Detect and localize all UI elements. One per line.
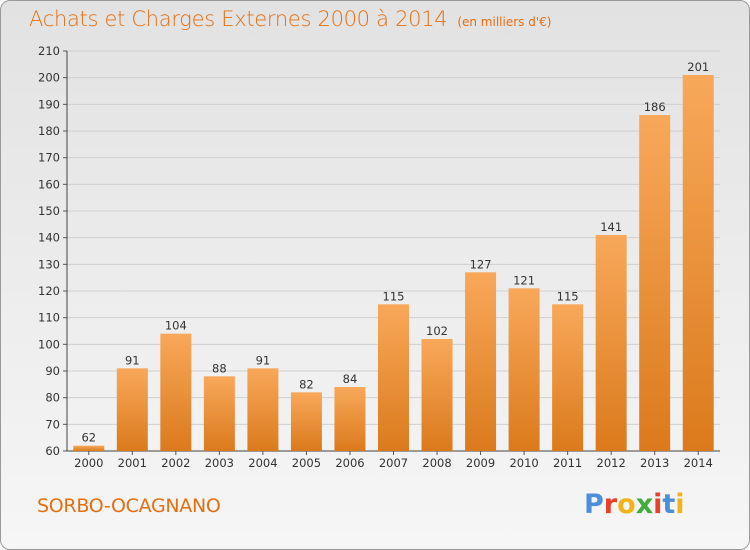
data-label: 121 bbox=[513, 273, 535, 287]
data-label: 91 bbox=[125, 353, 140, 367]
bar bbox=[116, 368, 148, 451]
data-label: 102 bbox=[426, 324, 448, 338]
y-tick-label: 150 bbox=[38, 204, 60, 218]
data-label: 186 bbox=[644, 100, 666, 114]
y-tick-label: 160 bbox=[38, 177, 60, 191]
y-tick-label: 100 bbox=[38, 337, 60, 351]
x-tick-label: 2012 bbox=[597, 456, 626, 470]
bar bbox=[203, 376, 235, 451]
logo-letter: i bbox=[653, 489, 663, 520]
chart-title-unit: (en milliers d'€) bbox=[457, 15, 552, 29]
x-tick-label: 2004 bbox=[248, 456, 277, 470]
x-tick-label: 2001 bbox=[118, 456, 147, 470]
logo-letter: r bbox=[603, 489, 618, 520]
data-labels: 62 91 104 88 91 82 84 115 102 127 121 115 141 186 201 bbox=[81, 60, 709, 445]
data-label: 62 bbox=[81, 431, 96, 445]
x-tick-label: 2007 bbox=[379, 456, 408, 470]
x-tick-label: 2005 bbox=[292, 456, 321, 470]
bar bbox=[290, 392, 322, 451]
logo-letter: o bbox=[617, 489, 636, 520]
bar bbox=[639, 115, 671, 451]
data-label: 104 bbox=[165, 319, 187, 333]
data-label: 115 bbox=[383, 289, 405, 303]
logo-letter: P bbox=[584, 489, 604, 520]
x-tick-label: 2008 bbox=[422, 456, 451, 470]
bar bbox=[378, 304, 409, 451]
logo-letter: i bbox=[675, 489, 685, 520]
x-tick-label: 2010 bbox=[509, 456, 538, 470]
bar bbox=[552, 304, 584, 451]
chart-title-main: Achats et Charges Externes 2000 à 2014 bbox=[29, 7, 448, 31]
y-tick-label: 140 bbox=[38, 231, 60, 245]
y-tick-label: 70 bbox=[45, 417, 60, 431]
y-tick-label: 120 bbox=[38, 284, 60, 298]
x-tick-label: 2000 bbox=[74, 456, 103, 470]
x-tick-label: 2006 bbox=[335, 456, 364, 470]
proxiti-logo: Proxiti bbox=[584, 489, 685, 520]
y-tick-labels: 60 70 80 90 100 110 120 130 140 150 160 170 180 190 20… bbox=[38, 44, 60, 458]
data-label: 141 bbox=[600, 220, 622, 234]
x-tick-labels: 2000 2001 2002 2003 2004 2005 2006 2007 2008 2009… bbox=[74, 451, 713, 470]
y-tick-label: 190 bbox=[38, 97, 60, 111]
bar bbox=[682, 75, 714, 451]
x-tick-label: 2013 bbox=[640, 456, 669, 470]
bar bbox=[421, 339, 453, 451]
y-tick-label: 110 bbox=[38, 311, 60, 325]
logo-letter: t bbox=[662, 489, 676, 520]
bar bbox=[160, 333, 192, 451]
y-tick-label: 80 bbox=[45, 391, 60, 405]
bar bbox=[465, 272, 497, 451]
bar bbox=[508, 288, 540, 451]
bar bbox=[334, 387, 366, 451]
y-tick-label: 170 bbox=[38, 151, 60, 165]
data-label: 82 bbox=[299, 377, 314, 391]
data-label: 115 bbox=[557, 289, 579, 303]
data-label: 84 bbox=[343, 372, 358, 386]
y-tick-label: 210 bbox=[38, 44, 60, 58]
bar bbox=[247, 368, 279, 451]
bar bbox=[595, 235, 627, 451]
logo-letter: x bbox=[635, 489, 654, 520]
y-tick-label: 90 bbox=[45, 364, 60, 378]
x-tick-label: 2014 bbox=[684, 456, 713, 470]
data-label: 201 bbox=[687, 60, 709, 74]
data-label: 91 bbox=[256, 353, 271, 367]
bar bbox=[73, 445, 105, 451]
y-tick-label: 130 bbox=[38, 257, 60, 271]
commune-name: SORBO-OCAGNANO bbox=[37, 495, 221, 517]
data-label: 88 bbox=[212, 361, 227, 375]
x-tick-label: 2009 bbox=[466, 456, 495, 470]
x-tick-label: 2003 bbox=[205, 456, 234, 470]
data-label: 127 bbox=[470, 257, 492, 271]
x-tick-label: 2011 bbox=[553, 456, 582, 470]
y-tick-label: 200 bbox=[38, 71, 60, 85]
y-tick-label: 180 bbox=[38, 124, 60, 138]
y-tick-label: 60 bbox=[45, 444, 60, 458]
bars bbox=[73, 75, 714, 451]
chart-title: Achats et Charges Externes 2000 à 2014 (e… bbox=[29, 7, 551, 31]
x-tick-label: 2002 bbox=[161, 456, 190, 470]
